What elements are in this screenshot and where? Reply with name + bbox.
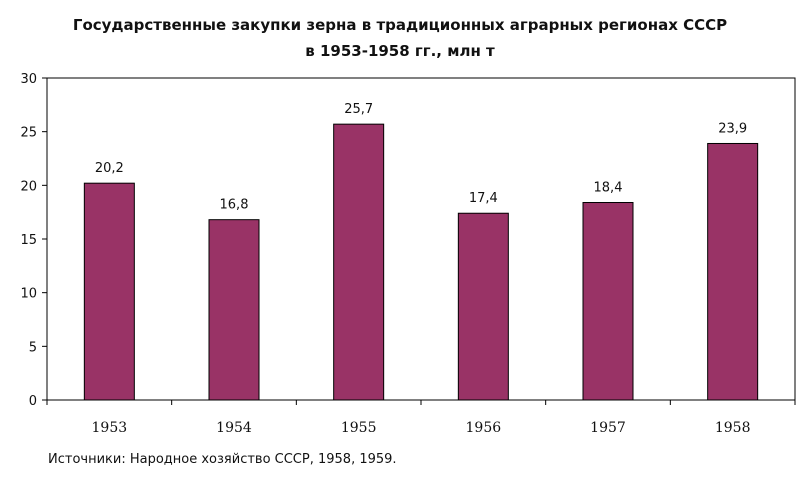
plot-area-frame — [46, 77, 796, 401]
x-category-label: 1954 — [216, 420, 252, 436]
y-tick-label: 10 — [20, 287, 37, 302]
x-category-label: 1956 — [466, 420, 502, 436]
y-tick-label: 5 — [29, 340, 37, 355]
y-tick-label: 15 — [20, 233, 37, 248]
bar — [707, 142, 759, 401]
x-category-label: 1957 — [590, 420, 626, 436]
bar — [582, 202, 634, 401]
y-tick-label: 20 — [20, 179, 37, 194]
source-note: Источники: Народное хозяйство СССР, 1958… — [48, 452, 397, 467]
chart-subtitle: в 1953-1958 гг., млн т — [305, 42, 495, 60]
y-tick-label: 0 — [29, 394, 37, 409]
data-label: 17,4 — [469, 191, 498, 206]
bar — [333, 123, 385, 401]
data-label: 18,4 — [594, 181, 623, 196]
x-category-label: 1958 — [715, 420, 751, 436]
bar — [83, 182, 135, 401]
x-category-label: 1955 — [341, 420, 377, 436]
data-label: 20,2 — [95, 161, 124, 176]
x-category-label: 1953 — [92, 420, 128, 436]
bar — [208, 219, 260, 401]
data-label: 23,9 — [718, 121, 747, 136]
y-tick-label: 25 — [20, 126, 37, 141]
data-label: 25,7 — [344, 102, 373, 117]
bar — [457, 212, 509, 401]
chart-title: Государственные закупки зерна в традицио… — [72, 16, 728, 34]
data-label: 16,8 — [220, 198, 249, 213]
chart-title-block: Государственные закупки зерна в традицио… — [0, 12, 800, 64]
y-tick-label: 30 — [20, 72, 37, 87]
